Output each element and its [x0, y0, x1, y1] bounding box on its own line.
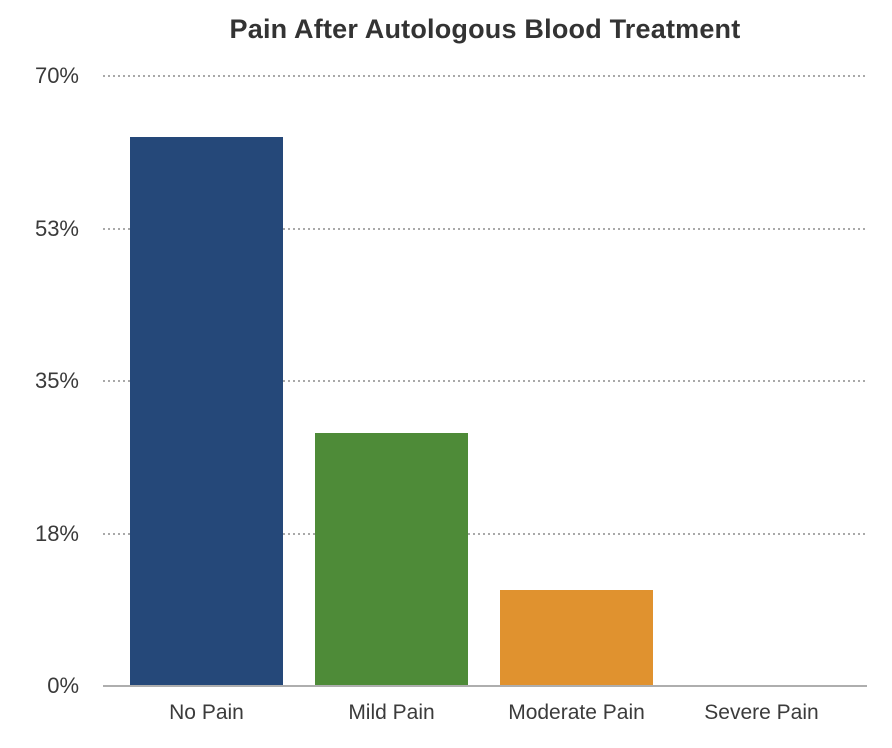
x-axis-label-severe-pain: Severe Pain	[704, 701, 819, 724]
gridline-35-	[103, 380, 867, 382]
bar-moderate-pain	[500, 590, 653, 686]
bar-slot-mild-pain	[299, 76, 484, 686]
y-tick-label-18-: 18%	[34, 520, 79, 546]
x-axis-line	[103, 685, 867, 687]
bar-mild-pain	[315, 433, 468, 686]
plot-area	[103, 75, 867, 687]
bars-layer	[114, 76, 854, 686]
x-axis-label-moderate-pain: Moderate Pain	[508, 701, 645, 724]
y-tick-label-53-: 53%	[34, 215, 79, 241]
gridline-53-	[103, 227, 867, 230]
gridline-70-	[103, 75, 867, 77]
bar-slot-moderate-pain	[484, 76, 669, 686]
x-axis-label-mild-pain: Mild Pain	[348, 701, 435, 724]
x-axis-category-labels: No Pain Mild Pain Moderate Pain Severe Pain	[114, 701, 854, 725]
y-tick-label-0-: 0%	[47, 673, 79, 698]
bar-slot-severe-pain	[669, 76, 854, 686]
y-tick-label-35-: 35%	[34, 368, 79, 393]
gridline-18-	[103, 532, 867, 535]
bar-slot-no-pain	[114, 76, 299, 686]
bar-no-pain	[130, 137, 283, 686]
chart-title: Pain After Autologous Blood Treatment	[229, 14, 741, 44]
y-tick-label-70-: 70%	[34, 63, 79, 88]
x-axis-label-no-pain: No Pain	[169, 701, 244, 724]
